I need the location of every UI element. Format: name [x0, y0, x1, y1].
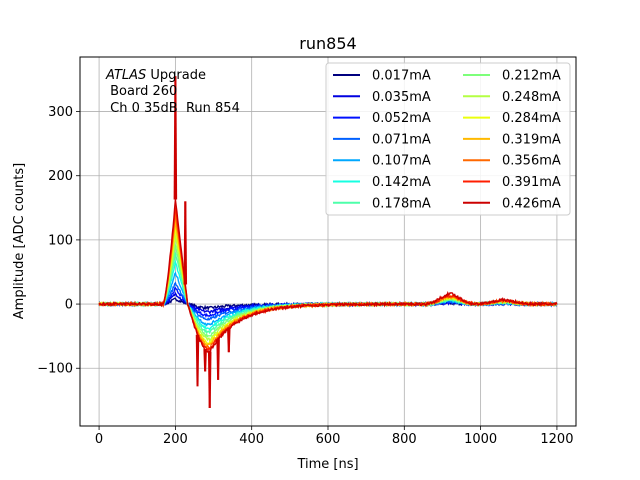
annotation: ATLAS Upgrade Board 260 Ch 0 35dB Run 85…: [105, 68, 240, 116]
legend-label: 0.212mA: [502, 69, 561, 84]
legend-label: 0.248mA: [502, 90, 561, 105]
y-axis-label: Amplitude [ADC counts]: [12, 163, 27, 319]
spike: [217, 339, 220, 380]
y-axis: −100 0 100 200 300: [37, 105, 80, 377]
x-tick-label: 400: [239, 432, 264, 447]
x-tick-label: 0: [95, 432, 103, 447]
x-tick-label: 200: [163, 432, 188, 447]
legend-label: 0.052mA: [372, 111, 431, 126]
legend: 0.017mA 0.035mA 0.052mA 0.071mA 0.107mA 0.142…: [325, 62, 571, 216]
legend-label: 0.017mA: [372, 69, 431, 84]
spike: [174, 76, 178, 200]
spike: [208, 351, 212, 409]
series-line: [98, 199, 558, 353]
y-tick-label: 100: [48, 233, 73, 248]
spike: [227, 328, 231, 353]
y-tick-label: 0: [65, 298, 73, 313]
legend-box: [325, 62, 571, 216]
legend-label: 0.142mA: [372, 175, 431, 190]
x-tick-label: 600: [316, 432, 341, 447]
spike: [204, 349, 207, 372]
legend-label: 0.071mA: [372, 132, 431, 147]
x-tick-label: 1200: [540, 432, 573, 447]
legend-label: 0.426mA: [502, 196, 561, 211]
y-tick-label: −100: [37, 362, 73, 377]
x-axis-label: Time [ns]: [296, 457, 358, 472]
x-tick-label: 800: [392, 432, 417, 447]
x-tick-label: 1000: [464, 432, 497, 447]
spike: [184, 201, 188, 285]
spike: [196, 334, 200, 387]
legend-label: 0.319mA: [502, 132, 561, 147]
annotation-line-2: Board 260: [106, 84, 177, 99]
legend-label: 0.391mA: [502, 175, 561, 190]
annotation-line-1: ATLAS Upgrade: [105, 68, 206, 83]
legend-label: 0.035mA: [372, 90, 431, 105]
x-axis: 0 200 400 600 800 1000 1200: [95, 426, 573, 447]
y-tick-label: 200: [48, 169, 73, 184]
annotation-line-3: Ch 0 35dB Run 854: [106, 101, 240, 116]
legend-label: 0.107mA: [372, 154, 431, 169]
legend-label: 0.356mA: [502, 154, 561, 169]
legend-label: 0.178mA: [372, 196, 431, 211]
plot-lines: [98, 76, 558, 409]
chart-title: run854: [299, 34, 356, 53]
legend-label: 0.284mA: [502, 111, 561, 126]
y-tick-label: 300: [48, 105, 73, 120]
